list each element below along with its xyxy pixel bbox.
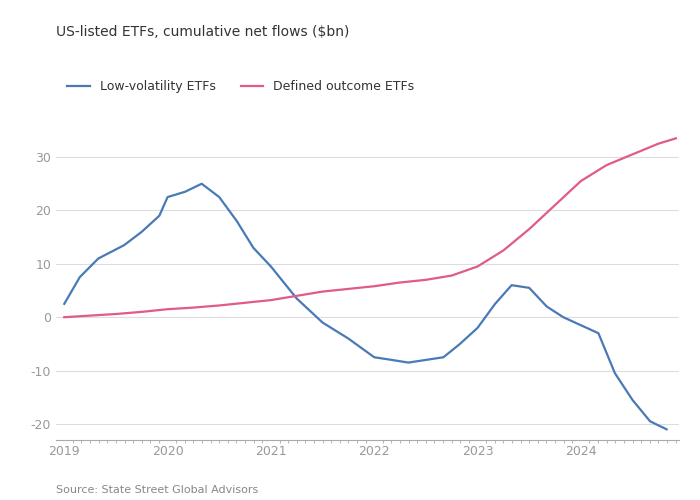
Low-volatility ETFs	[267, 264, 275, 270]
Line: Low-volatility ETFs: Low-volatility ETFs	[64, 184, 666, 430]
Low-volatility ETFs	[232, 218, 241, 224]
Low-volatility ETFs	[491, 301, 499, 307]
Low-volatility ETFs	[215, 194, 223, 200]
Defined outcome ETFs	[60, 314, 69, 320]
Low-volatility ETFs	[60, 301, 69, 307]
Low-volatility ETFs	[120, 242, 128, 248]
Low-volatility ETFs	[249, 245, 258, 251]
Low-volatility ETFs	[594, 330, 603, 336]
Low-volatility ETFs	[662, 426, 671, 432]
Low-volatility ETFs	[344, 336, 353, 342]
Defined outcome ETFs	[267, 297, 275, 303]
Defined outcome ETFs	[370, 283, 379, 289]
Low-volatility ETFs	[508, 282, 516, 288]
Defined outcome ETFs	[395, 280, 404, 285]
Defined outcome ETFs	[189, 304, 197, 310]
Line: Defined outcome ETFs: Defined outcome ETFs	[64, 138, 676, 317]
Low-volatility ETFs	[456, 341, 464, 347]
Defined outcome ETFs	[603, 162, 611, 168]
Low-volatility ETFs	[629, 397, 637, 403]
Low-volatility ETFs	[473, 325, 482, 331]
Defined outcome ETFs	[654, 140, 662, 146]
Defined outcome ETFs	[344, 286, 353, 292]
Low-volatility ETFs	[94, 256, 103, 262]
Legend: Low-volatility ETFs, Defined outcome ETFs: Low-volatility ETFs, Defined outcome ETF…	[62, 74, 419, 98]
Low-volatility ETFs	[370, 354, 379, 360]
Defined outcome ETFs	[447, 272, 456, 278]
Low-volatility ETFs	[577, 322, 585, 328]
Low-volatility ETFs	[559, 314, 568, 320]
Low-volatility ETFs	[439, 354, 447, 360]
Low-volatility ETFs	[76, 274, 84, 280]
Defined outcome ETFs	[421, 277, 430, 283]
Defined outcome ETFs	[318, 288, 327, 294]
Low-volatility ETFs	[646, 418, 654, 424]
Defined outcome ETFs	[241, 300, 249, 306]
Low-volatility ETFs	[610, 370, 619, 376]
Low-volatility ETFs	[293, 296, 301, 302]
Defined outcome ETFs	[577, 178, 585, 184]
Low-volatility ETFs	[421, 357, 430, 363]
Low-volatility ETFs	[138, 229, 146, 235]
Defined outcome ETFs	[473, 264, 482, 270]
Low-volatility ETFs	[318, 320, 327, 326]
Low-volatility ETFs	[163, 194, 172, 200]
Defined outcome ETFs	[112, 311, 120, 317]
Low-volatility ETFs	[542, 304, 551, 310]
Text: US-listed ETFs, cumulative net flows ($bn): US-listed ETFs, cumulative net flows ($b…	[56, 25, 349, 39]
Low-volatility ETFs	[181, 188, 189, 194]
Text: Source: State Street Global Advisors: Source: State Street Global Advisors	[56, 485, 258, 495]
Low-volatility ETFs	[155, 213, 164, 219]
Defined outcome ETFs	[551, 202, 559, 208]
Defined outcome ETFs	[499, 248, 508, 254]
Low-volatility ETFs	[197, 180, 206, 186]
Low-volatility ETFs	[388, 357, 396, 363]
Defined outcome ETFs	[525, 226, 533, 232]
Low-volatility ETFs	[404, 360, 412, 366]
Defined outcome ETFs	[138, 309, 146, 315]
Low-volatility ETFs	[525, 285, 533, 291]
Defined outcome ETFs	[86, 312, 94, 318]
Defined outcome ETFs	[163, 306, 172, 312]
Defined outcome ETFs	[672, 136, 680, 141]
Defined outcome ETFs	[293, 293, 301, 299]
Defined outcome ETFs	[629, 152, 637, 158]
Defined outcome ETFs	[215, 302, 223, 308]
